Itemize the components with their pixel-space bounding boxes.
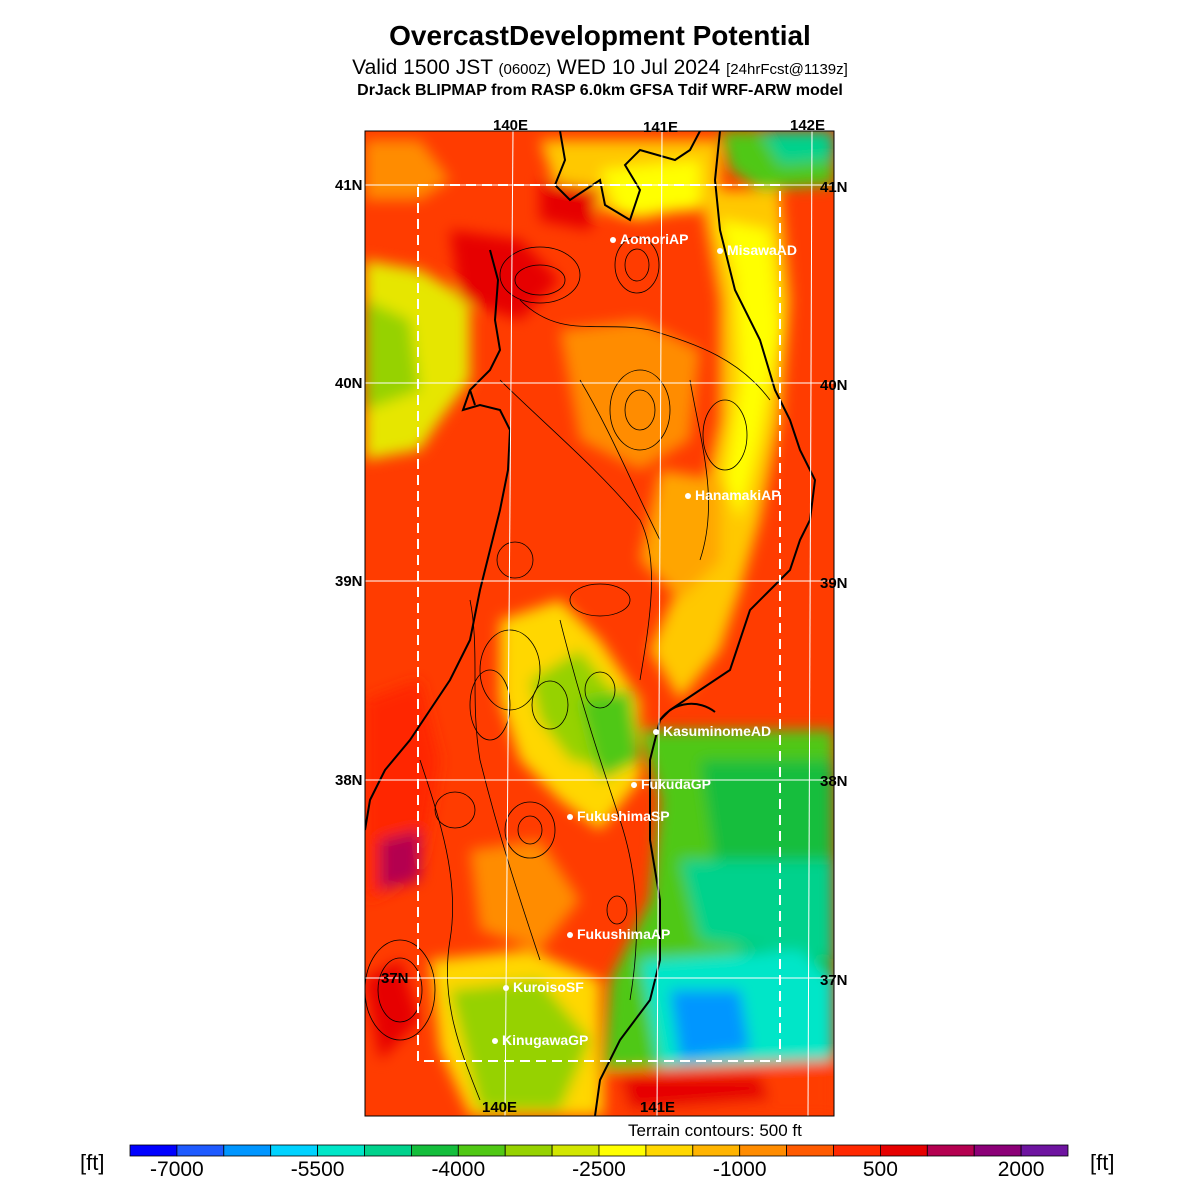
- lat-label-right: 37N: [820, 972, 848, 989]
- colorbar-swatch: [364, 1144, 412, 1157]
- colorbar-swatch: [410, 1144, 459, 1157]
- lat-label-left: 37N: [381, 970, 409, 987]
- lon-label-top: 142E: [790, 117, 826, 134]
- colorbar-swatch: [739, 1144, 788, 1157]
- colorbar-tick-label: -4000: [431, 1158, 486, 1181]
- inner-domain-box: [417, 184, 781, 1062]
- site-marker[interactable]: KinugawaGP: [492, 1032, 588, 1048]
- colorbar-tick-label: -2500: [572, 1158, 626, 1181]
- colorbar-unit-right: [ft]: [1090, 1150, 1115, 1175]
- site-marker[interactable]: FukudaGP: [631, 776, 711, 792]
- colorbar-swatch: [504, 1144, 553, 1157]
- valid-label: Valid 1500 JST: [352, 56, 493, 79]
- coastline: [365, 131, 817, 1116]
- site-marker[interactable]: KasuminomeAD: [653, 723, 771, 739]
- colorbar-swatch: [317, 1144, 365, 1157]
- colorbar-unit-left: [ft]: [80, 1150, 105, 1175]
- model-description: DrJack BLIPMAP from RASP 6.0km GFSA Tdif…: [357, 82, 843, 99]
- colorbar-swatch: [833, 1144, 881, 1157]
- colorbar-swatch: [692, 1144, 741, 1157]
- lat-label-right: 40N: [820, 377, 848, 394]
- colorbar-tick-label: 500: [862, 1158, 898, 1181]
- site-marker[interactable]: HanamakiAP: [685, 487, 781, 503]
- colorbar-swatch: [551, 1144, 600, 1157]
- map-title: OvercastDevelopment Potential: [389, 20, 811, 51]
- lat-label-right: 38N: [820, 773, 848, 790]
- valid-time-line: Valid 1500 JST (0600Z) WED 10 Jul 2024 […: [0, 56, 1200, 80]
- colorbar-tick-label: -5500: [290, 1158, 345, 1181]
- colorbar-swatch: [270, 1144, 319, 1157]
- colorbar-swatch: [1020, 1144, 1069, 1157]
- colorbar-swatch: [223, 1144, 272, 1157]
- colorbar-swatch: [786, 1144, 834, 1157]
- terrain-contour-note: Terrain contours: 500 ft: [628, 1121, 802, 1140]
- colorbar-swatch: [880, 1144, 928, 1157]
- colorbar-swatch: [457, 1144, 506, 1157]
- site-marker[interactable]: FukushimaSP: [567, 808, 670, 824]
- colorbar-swatch: [645, 1144, 694, 1157]
- lat-label-left: 39N: [335, 573, 363, 590]
- colorbar-swatch: [129, 1144, 178, 1157]
- zulu-time: (0600Z): [498, 61, 552, 78]
- site-marker[interactable]: KuroisoSF: [503, 979, 584, 995]
- site-marker[interactable]: MisawaAD: [717, 242, 797, 258]
- colorbar-swatch: [598, 1144, 647, 1157]
- lat-label-left: 38N: [335, 772, 363, 789]
- terrain-contours: [365, 236, 771, 1101]
- site-marker[interactable]: FukushimaAP: [567, 926, 670, 942]
- forecast-info: [24hrFcst@1139z]: [726, 61, 848, 78]
- colorbar-swatch: [176, 1144, 225, 1157]
- colorbar-tick-label: -1000: [712, 1158, 767, 1181]
- lon-label-top: 140E: [493, 117, 529, 134]
- colorbar-swatch: [973, 1144, 1022, 1157]
- site-marker[interactable]: AomoriAP: [610, 231, 688, 247]
- lon-label-bottom: 141E: [640, 1099, 676, 1116]
- lon-label-bottom: 140E: [482, 1099, 518, 1116]
- colorbar-swatch: [926, 1144, 975, 1157]
- lat-label-left: 40N: [335, 375, 363, 392]
- lat-label-left: 41N: [335, 177, 363, 194]
- lon-label-top: 141E: [643, 119, 679, 136]
- lat-label-right: 41N: [820, 179, 848, 196]
- colorbar: [129, 1144, 1069, 1157]
- colorbar-tick-label: 2000: [997, 1158, 1045, 1181]
- colorbar-tick-label: -7000: [150, 1158, 204, 1181]
- map-frame: [364, 130, 835, 1117]
- lat-label-right: 39N: [820, 575, 848, 592]
- potential-field: [365, 131, 834, 1116]
- valid-date: WED 10 Jul 2024: [556, 56, 721, 79]
